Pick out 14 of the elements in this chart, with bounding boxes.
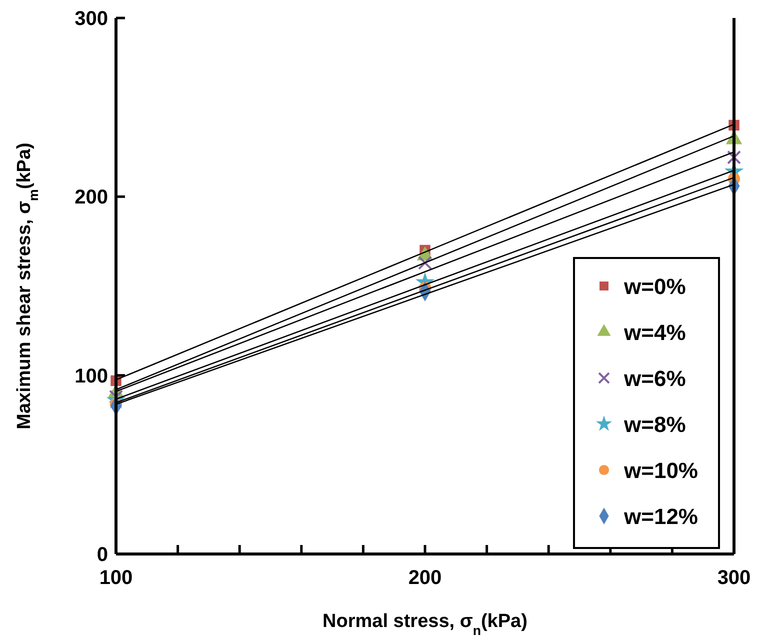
legend-label: w=4% bbox=[623, 320, 686, 345]
y-tick-label: 300 bbox=[74, 8, 108, 30]
legend-label: w=12% bbox=[623, 504, 698, 529]
x-tick-label: 300 bbox=[717, 567, 751, 589]
legend-label: w=8% bbox=[623, 412, 686, 437]
legend-label: w=10% bbox=[623, 458, 698, 483]
y-tick-label: 200 bbox=[74, 186, 108, 209]
x-axis-title: Normal stress, σ$_{n}$(kPa) bbox=[322, 611, 528, 637]
legend-label: w=0% bbox=[623, 274, 686, 299]
y-tick-label: 0 bbox=[96, 544, 108, 566]
legend-label: w=6% bbox=[623, 366, 686, 391]
x-tick-label: 100 bbox=[99, 567, 133, 589]
x-tick-label: 200 bbox=[408, 567, 442, 589]
y-tick-label: 100 bbox=[74, 365, 108, 388]
